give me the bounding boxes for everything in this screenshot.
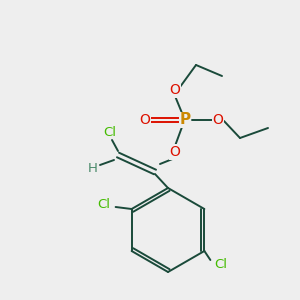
Text: O: O <box>169 83 180 97</box>
Text: O: O <box>140 113 150 127</box>
Text: Cl: Cl <box>214 259 227 272</box>
Text: Cl: Cl <box>103 125 116 139</box>
Text: O: O <box>169 145 180 159</box>
Text: H: H <box>88 161 98 175</box>
Text: O: O <box>213 113 224 127</box>
Text: Cl: Cl <box>97 197 110 211</box>
Text: P: P <box>179 112 191 128</box>
